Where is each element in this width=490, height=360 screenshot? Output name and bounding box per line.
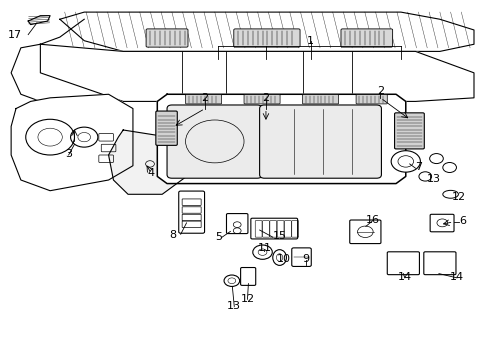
- FancyBboxPatch shape: [241, 267, 256, 285]
- Text: 5: 5: [215, 232, 222, 242]
- Circle shape: [419, 172, 432, 181]
- FancyBboxPatch shape: [167, 105, 262, 178]
- Text: 12: 12: [452, 192, 466, 202]
- FancyBboxPatch shape: [424, 252, 456, 275]
- Text: 1: 1: [307, 36, 314, 46]
- Polygon shape: [157, 94, 406, 184]
- Circle shape: [391, 151, 420, 172]
- FancyBboxPatch shape: [430, 214, 454, 232]
- Text: 11: 11: [257, 243, 271, 253]
- Text: 8: 8: [170, 230, 177, 240]
- FancyBboxPatch shape: [244, 95, 280, 104]
- FancyBboxPatch shape: [341, 29, 392, 47]
- Circle shape: [443, 162, 457, 172]
- Text: 4: 4: [148, 168, 155, 178]
- Text: 15: 15: [273, 231, 287, 242]
- FancyBboxPatch shape: [292, 248, 311, 266]
- Text: 13: 13: [427, 174, 441, 184]
- Circle shape: [224, 275, 240, 287]
- FancyBboxPatch shape: [146, 29, 188, 47]
- Text: 17: 17: [8, 30, 23, 40]
- Polygon shape: [40, 44, 474, 102]
- FancyBboxPatch shape: [251, 218, 297, 239]
- Text: 3: 3: [65, 149, 72, 159]
- Polygon shape: [60, 12, 474, 51]
- Polygon shape: [109, 130, 192, 194]
- Text: 10: 10: [277, 254, 291, 264]
- FancyBboxPatch shape: [387, 252, 419, 275]
- Polygon shape: [11, 94, 133, 191]
- Text: 6: 6: [460, 216, 466, 226]
- Text: 9: 9: [302, 254, 310, 264]
- Text: 16: 16: [366, 215, 380, 225]
- Circle shape: [253, 245, 272, 259]
- FancyBboxPatch shape: [234, 29, 300, 47]
- Text: 2: 2: [201, 93, 209, 103]
- FancyBboxPatch shape: [302, 95, 339, 104]
- FancyBboxPatch shape: [179, 191, 204, 233]
- Text: 7: 7: [416, 162, 423, 172]
- FancyBboxPatch shape: [226, 213, 248, 234]
- FancyBboxPatch shape: [356, 95, 387, 104]
- FancyBboxPatch shape: [350, 220, 381, 244]
- Text: 12: 12: [241, 294, 254, 303]
- Ellipse shape: [273, 249, 287, 265]
- Text: 2: 2: [262, 93, 270, 103]
- Text: 14: 14: [398, 272, 412, 282]
- Ellipse shape: [443, 190, 459, 198]
- FancyBboxPatch shape: [260, 105, 381, 178]
- Text: 14: 14: [450, 272, 464, 282]
- FancyBboxPatch shape: [394, 113, 424, 149]
- Polygon shape: [28, 16, 50, 24]
- Text: 2: 2: [377, 86, 384, 96]
- Circle shape: [430, 154, 443, 163]
- Text: 13: 13: [227, 301, 241, 311]
- FancyBboxPatch shape: [156, 111, 177, 145]
- FancyBboxPatch shape: [186, 95, 221, 104]
